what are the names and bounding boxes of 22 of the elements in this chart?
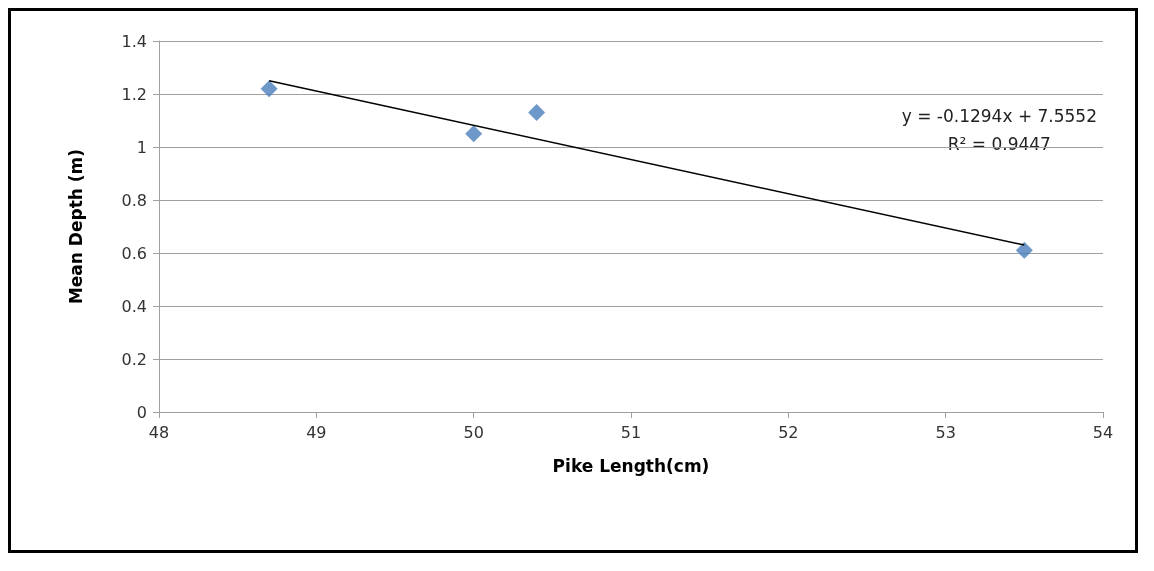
x-tick-label: 54 — [1092, 422, 1114, 442]
y-tick-label: 1 — [136, 137, 147, 157]
y-tick-label: 0.6 — [121, 243, 147, 263]
point — [465, 125, 483, 143]
y-axis-title: Mean Depth (m) — [65, 148, 86, 305]
y-tick-label: 0 — [136, 402, 147, 422]
x-axis-title: Pike Length(cm) — [552, 455, 710, 476]
x-tick-label: 53 — [935, 422, 956, 442]
point — [1015, 241, 1033, 259]
y-tick-label: 0.2 — [121, 349, 147, 369]
y-tick-label: 1.2 — [121, 84, 147, 104]
point — [260, 80, 278, 98]
x-tick-label: 50 — [463, 422, 484, 442]
annotation: y = -0.1294x + 7.5552 — [901, 105, 1097, 126]
x-tick-label: 52 — [778, 422, 799, 442]
point — [528, 104, 546, 122]
y-tick-label: 0.4 — [121, 296, 147, 316]
x-tick-label: 51 — [620, 422, 642, 442]
y-tick-label: 1.4 — [121, 31, 147, 51]
x-tick-label: 49 — [306, 422, 327, 442]
x-tick-label: 48 — [148, 422, 170, 442]
y-tick-label: 0.8 — [121, 190, 147, 210]
